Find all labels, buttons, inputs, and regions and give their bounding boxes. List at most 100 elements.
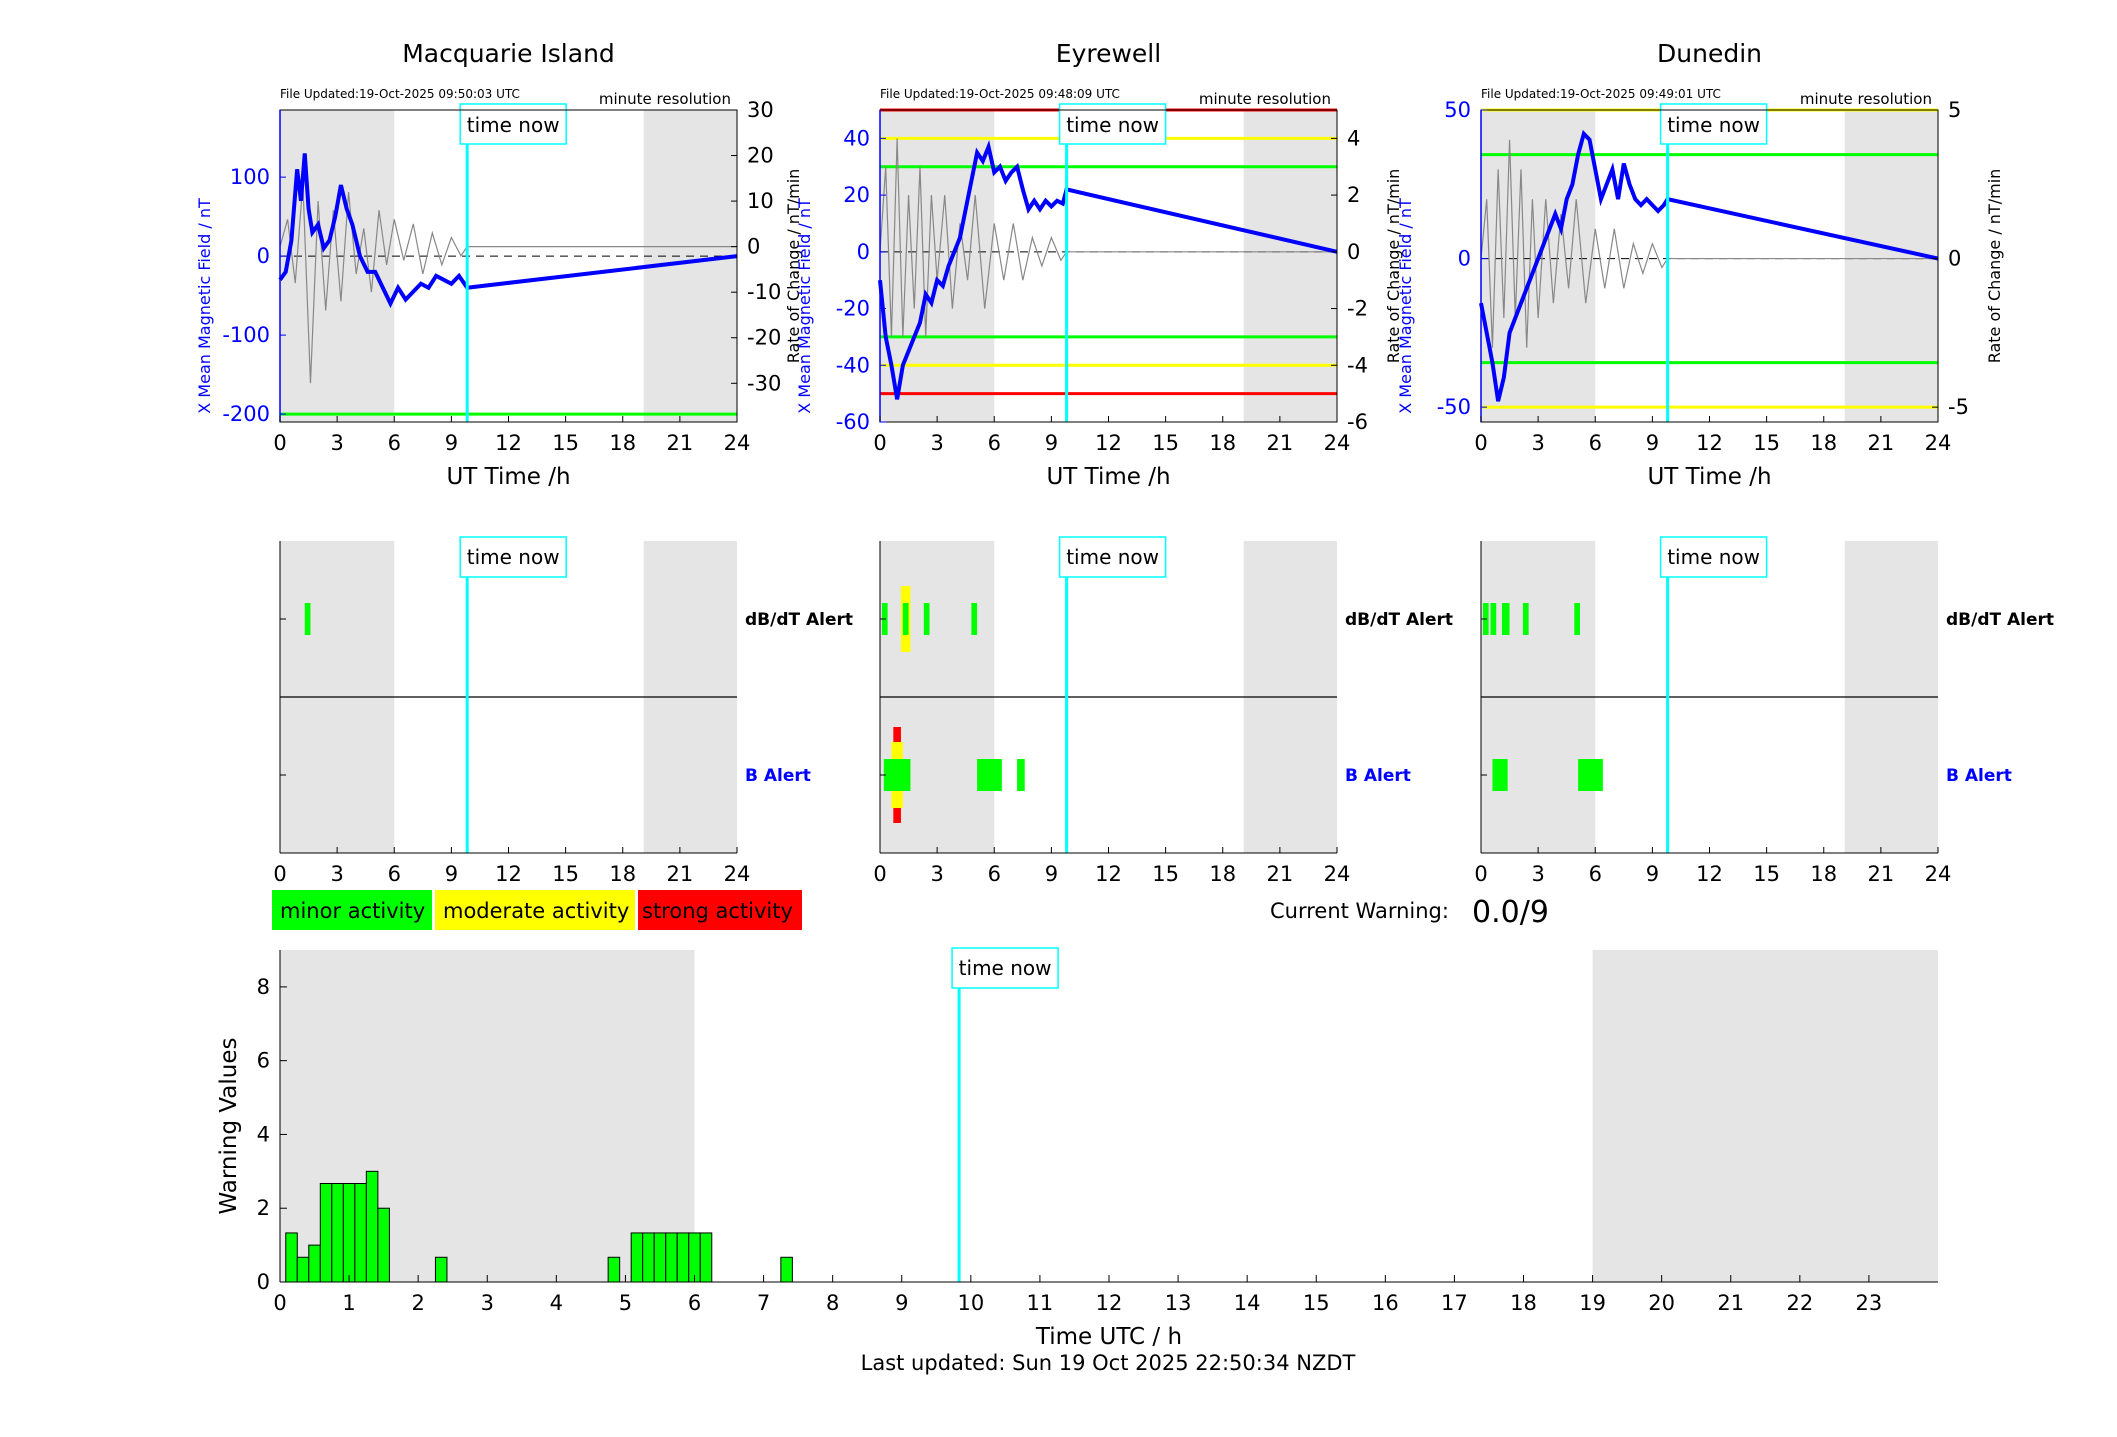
y-left-tick-label: -100 [222, 323, 270, 347]
x-tick-label: 24 [1925, 862, 1952, 886]
y-right-tick-label: 5 [1948, 98, 1961, 122]
time-now-box [1659, 536, 1768, 578]
night-shading [1844, 110, 1938, 422]
activity-legend: minor activity moderate activity strong … [272, 890, 802, 930]
x-tick-label: 21 [1717, 1291, 1744, 1315]
y-left-tick-label: 40 [843, 126, 870, 150]
legend-minor-swatch [272, 890, 432, 930]
time-now-box [1659, 103, 1768, 145]
x-tick-label: 24 [724, 431, 751, 455]
rate-of-change-series [279, 182, 737, 384]
x-tick-label: 21 [1267, 862, 1294, 886]
x-tick-label: 12 [1095, 431, 1122, 455]
file-updated-text: File Updated:19-Oct-2025 09:49:01 UTC [1481, 87, 1721, 101]
legend-strong-swatch [638, 890, 802, 930]
y-right-tick-label: -30 [747, 371, 781, 395]
x-tick-label: 13 [1165, 1291, 1192, 1315]
x-tick-label: 18 [609, 431, 636, 455]
x-tick-label: 0 [873, 862, 886, 886]
time-now-box [459, 536, 567, 578]
x-tick-label: 9 [1045, 431, 1058, 455]
file-updated-text: File Updated:19-Oct-2025 09:48:09 UTC [880, 87, 1120, 101]
x-tick-label: 6 [1589, 862, 1602, 886]
y-right-tick-label: 20 [747, 144, 774, 168]
time-now-label: time now [959, 956, 1052, 980]
x-tick-label: 14 [1234, 1291, 1261, 1315]
x-tick-label: 20 [1648, 1291, 1675, 1315]
x-tick-label: 15 [1152, 862, 1179, 886]
y-right-tick-label: 10 [747, 189, 774, 213]
x-tick-label: 3 [930, 862, 943, 886]
warning-bar [676, 1232, 690, 1283]
station-panel-dunedin: Dunedin time now File Updated:19-Oct-2025 … [1396, 39, 2004, 490]
y-tick-label: 6 [257, 1049, 270, 1073]
x-tick-label: 10 [957, 1291, 984, 1315]
night-shading [1592, 950, 1938, 1282]
time-now-label: time now [1667, 545, 1760, 569]
x-tick-label: 18 [609, 862, 636, 886]
x-tick-label: 18 [1209, 431, 1236, 455]
y-right-tick-label: -4 [1347, 353, 1368, 377]
x-tick-label: 12 [495, 862, 522, 886]
x-tick-label: 12 [495, 431, 522, 455]
warning-bar [365, 1170, 379, 1283]
y-left-tick-label: -60 [836, 410, 870, 434]
station-panel-macquarie: Macquarie Island time now File Updated:19-… [195, 39, 803, 490]
y-right-tick-label: -20 [747, 326, 781, 350]
station-title: Dunedin [1657, 39, 1762, 68]
resolution-text: minute resolution [1199, 90, 1331, 108]
warning-bar [434, 1256, 448, 1283]
file-updated-text: File Updated:19-Oct-2025 09:50:03 UTC [280, 87, 520, 101]
current-warning-label: Current Warning: [1270, 899, 1449, 923]
x-tick-label: 15 [1753, 431, 1780, 455]
x-tick-label: 15 [1152, 431, 1179, 455]
x-tick-label: 23 [1856, 1291, 1883, 1315]
x-tick-label: 0 [273, 1291, 286, 1315]
y-tick-label: 8 [257, 975, 270, 999]
x-tick-label: 4 [550, 1291, 563, 1315]
x-tick-label: 17 [1441, 1291, 1468, 1315]
y-left-tick-label: -50 [1437, 395, 1471, 419]
warning-bar [688, 1232, 701, 1283]
x-tick-label: 0 [273, 862, 286, 886]
alert-bar-minor [977, 759, 1002, 791]
x-tick-label: 7 [757, 1291, 770, 1315]
b-alert-label: B Alert [745, 766, 811, 786]
magnetic-field-series [878, 140, 1338, 400]
x-tick-label: 15 [1753, 862, 1780, 886]
legend-strong-label: strong activity [642, 899, 793, 923]
x-tick-label: 9 [1646, 862, 1659, 886]
alert-bar-minor [1578, 759, 1603, 791]
warning-bar [296, 1256, 310, 1283]
alert-bar-minor [1501, 603, 1510, 635]
x-tick-label: 6 [988, 862, 1001, 886]
magnetic-field-series [278, 153, 738, 309]
x-tick-label: 12 [1095, 862, 1122, 886]
night-shading [280, 110, 395, 422]
y-right-tick-label: -6 [1347, 410, 1368, 434]
x-tick-label: 6 [388, 862, 401, 886]
alert-bar-minor [1017, 759, 1025, 791]
x-tick-label: 9 [1646, 431, 1659, 455]
y-left-axis-label: X Mean Magnetic Field / nT [1396, 198, 1415, 414]
y-left-tick-label: 100 [230, 165, 270, 189]
x-tick-label: 12 [1696, 431, 1723, 455]
y-left-tick-label: 0 [1458, 247, 1471, 271]
x-tick-label: 2 [411, 1291, 424, 1315]
dbdt-alert-label: dB/dT Alert [1345, 610, 1453, 630]
x-tick-label: 18 [1810, 431, 1837, 455]
x-tick-label: 24 [1925, 431, 1952, 455]
dbdt-alert-label: dB/dT Alert [1946, 610, 2054, 630]
y-axis-label: Warning Values [216, 1037, 242, 1214]
time-now-label: time now [1066, 113, 1159, 137]
alert-panel-dunedin: time now dB/dT Alert B Alert 0 3 6 9 12 15 18 21 24 [1474, 536, 2054, 886]
time-now-box [459, 103, 567, 145]
x-tick-label: 0 [1474, 862, 1487, 886]
x-tick-label: 24 [1324, 862, 1351, 886]
alert-bar-minor [923, 603, 930, 635]
x-tick-label: 21 [1868, 862, 1895, 886]
y-tick-label: 2 [257, 1196, 270, 1220]
time-now-box [1058, 103, 1167, 145]
y-right-axis-label: Rate of Change / nT/min [784, 169, 803, 364]
b-alert-label: B Alert [1345, 766, 1411, 786]
